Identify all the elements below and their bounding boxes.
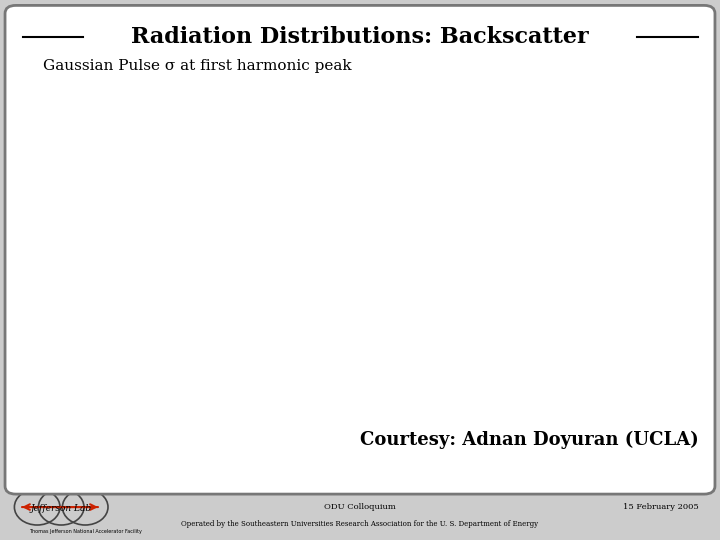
Text: Operated by the Southeastern Universities Research Association for the U. S. Dep: Operated by the Southeastern Universitie… bbox=[181, 520, 539, 528]
Text: 15 February 2005: 15 February 2005 bbox=[623, 503, 698, 510]
Y-axis label: y: y bbox=[422, 380, 425, 385]
X-axis label: x: x bbox=[590, 380, 593, 385]
Text: Radiation Distributions: Backscatter: Radiation Distributions: Backscatter bbox=[131, 26, 589, 48]
X-axis label: x: x bbox=[255, 380, 258, 385]
Text: Thomas Jefferson National Accelerator Facility: Thomas Jefferson National Accelerator Fa… bbox=[29, 529, 142, 535]
Text: ODU Colloquium: ODU Colloquium bbox=[324, 503, 396, 510]
Text: Courtesy: Adnan Doyuran (UCLA): Courtesy: Adnan Doyuran (UCLA) bbox=[360, 431, 698, 449]
Text: Jefferson Lab: Jefferson Lab bbox=[31, 504, 91, 514]
Y-axis label: y: y bbox=[87, 380, 90, 385]
Text: Gaussian Pulse σ at first harmonic peak: Gaussian Pulse σ at first harmonic peak bbox=[43, 59, 352, 73]
FancyBboxPatch shape bbox=[5, 5, 715, 494]
